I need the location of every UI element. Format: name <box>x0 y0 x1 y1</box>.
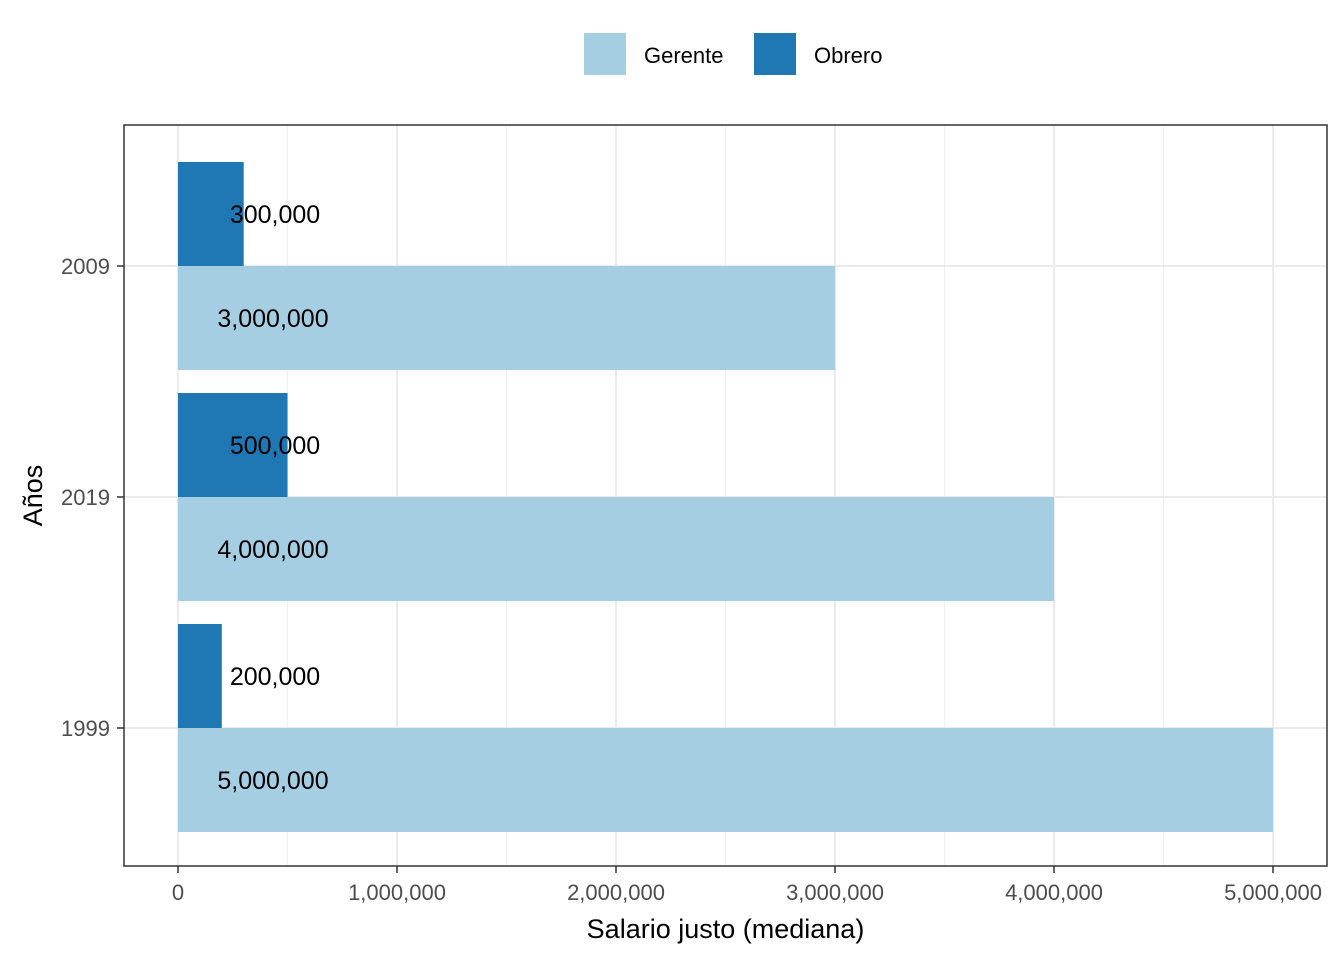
x-axis-title: Salario justo (mediana) <box>587 914 865 944</box>
y-tick-label: 2019 <box>61 485 110 510</box>
y-tick-label: 2009 <box>61 254 110 279</box>
x-tick-label: 0 <box>172 880 184 905</box>
data-label-gerente: 4,000,000 <box>217 536 328 564</box>
legend-label-gerente: Gerente <box>644 43 724 68</box>
panel-border <box>123 124 1328 867</box>
data-labels: 300,000 3,000,000 500,000 4,000,000 200,000 5… <box>217 201 328 795</box>
x-tick-label: 4,000,000 <box>1005 880 1103 905</box>
x-tick-label: 2,000,000 <box>567 880 665 905</box>
legend-key-obrero <box>754 33 796 75</box>
y-axis-title: Años <box>18 465 48 527</box>
data-label-obrero: 200,000 <box>230 663 320 691</box>
data-label-gerente: 3,000,000 <box>217 305 328 333</box>
bar-gerente <box>178 728 1273 832</box>
y-axis: 2009 2019 1999 <box>61 254 124 741</box>
bar-obrero <box>178 162 244 266</box>
bar-gerente <box>178 497 1054 601</box>
data-label-obrero: 500,000 <box>230 432 320 460</box>
bar-obrero <box>178 624 222 728</box>
data-label-obrero: 300,000 <box>230 201 320 229</box>
x-tick-label: 5,000,000 <box>1224 880 1322 905</box>
legend-key-gerente <box>584 33 626 75</box>
x-axis: 0 1,000,000 2,000,000 3,000,000 4,000,000 5,0… <box>172 866 1322 905</box>
bars <box>178 162 1273 832</box>
bar-gerente <box>178 266 835 370</box>
x-tick-label: 1,000,000 <box>348 880 446 905</box>
data-label-gerente: 5,000,000 <box>217 767 328 795</box>
legend-label-obrero: Obrero <box>814 43 882 68</box>
bar-obrero <box>178 393 288 497</box>
x-tick-label: 3,000,000 <box>786 880 884 905</box>
legend: Gerente Obrero <box>584 33 882 75</box>
y-tick-label: 1999 <box>61 716 110 741</box>
